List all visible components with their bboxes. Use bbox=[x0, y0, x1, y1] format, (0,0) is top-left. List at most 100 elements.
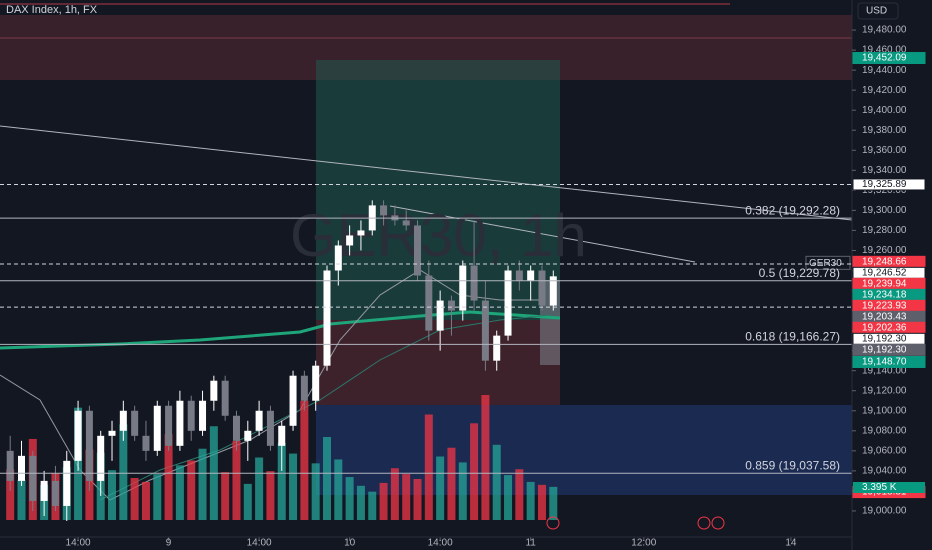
candle-body bbox=[40, 480, 48, 501]
volume-label: 3.395 K bbox=[862, 482, 897, 493]
y-tick-label: 19,480.00 bbox=[862, 25, 907, 36]
candle-body bbox=[493, 335, 501, 361]
volume-bar bbox=[481, 395, 490, 520]
y-tick-label: 19,380.00 bbox=[862, 125, 907, 136]
price-label: 19,325.89 bbox=[862, 179, 907, 190]
symbol-tag: GER30 bbox=[809, 258, 842, 269]
volume-bar bbox=[515, 469, 524, 520]
volume-bar bbox=[379, 482, 388, 520]
y-tick-label: 19,440.00 bbox=[862, 65, 907, 76]
price-label: 19,234.18 bbox=[862, 289, 907, 300]
candle-body bbox=[538, 270, 546, 306]
candle-body bbox=[447, 300, 455, 311]
y-tick-label: 19,120.00 bbox=[862, 385, 907, 396]
volume-bar bbox=[243, 483, 252, 520]
candle-body bbox=[187, 400, 195, 431]
candle-body bbox=[119, 410, 127, 431]
y-tick-label: 19,080.00 bbox=[862, 425, 907, 436]
volume-bar bbox=[413, 478, 422, 520]
moving-average bbox=[0, 269, 540, 501]
volume-bar bbox=[402, 474, 411, 520]
price-label: 19,192.30 bbox=[862, 333, 907, 344]
currency: USD bbox=[866, 6, 887, 17]
price-label-box bbox=[852, 355, 926, 368]
y-tick-label: 19,100.00 bbox=[862, 405, 907, 416]
y-tick-label: 19,420.00 bbox=[862, 85, 907, 96]
y-tick-label: 19,280.00 bbox=[862, 225, 907, 236]
volume-bar bbox=[492, 444, 501, 520]
plot: GER30 14:00 9 14:00 10 14:00 11 12:00 14 0.382 (1… bbox=[0, 183, 852, 549]
volume-bar bbox=[198, 448, 207, 520]
candle-body bbox=[414, 225, 422, 276]
watermark: GER30, 1h bbox=[290, 202, 587, 269]
candle-body bbox=[153, 405, 161, 451]
candle-body bbox=[436, 300, 444, 331]
price-label: 19,202.36 bbox=[862, 322, 907, 333]
y-tick-label: 19,400.00 bbox=[862, 105, 907, 116]
y-tick-label: 19,140.00 bbox=[862, 365, 907, 376]
volume-bar bbox=[119, 424, 128, 520]
event-icon[interactable] bbox=[697, 516, 711, 530]
volume-bar bbox=[277, 442, 286, 520]
candle-body bbox=[142, 435, 150, 451]
y-tick-label: 19,360.00 bbox=[862, 145, 907, 156]
x-tick-label: 14 bbox=[785, 538, 797, 549]
volume-bar bbox=[470, 423, 479, 520]
currency-box bbox=[857, 2, 899, 20]
volume-bar bbox=[221, 472, 230, 520]
candle-body bbox=[131, 410, 139, 436]
volume-bar bbox=[255, 457, 264, 520]
candle-body bbox=[199, 400, 207, 431]
x-tick-label: 11 bbox=[525, 538, 536, 549]
event-icon[interactable] bbox=[546, 516, 560, 530]
candle-body bbox=[300, 375, 308, 401]
price-label: 19,148.70 bbox=[862, 357, 907, 368]
candle-body bbox=[515, 270, 523, 281]
candle-body bbox=[97, 435, 105, 481]
fib-label: 0.618 (19,166.27) bbox=[745, 330, 840, 344]
volume-bar bbox=[232, 440, 241, 520]
price-label: 19,452.09 bbox=[862, 53, 907, 64]
candle-body bbox=[244, 430, 252, 441]
candle-body bbox=[289, 375, 297, 426]
candle-body bbox=[334, 245, 342, 271]
candle-body bbox=[210, 380, 218, 401]
x-tick-label: 14:00 bbox=[247, 538, 272, 549]
volume-bar bbox=[141, 481, 150, 520]
volume-bar bbox=[130, 478, 139, 520]
y-tick-label: 19,340.00 bbox=[862, 165, 907, 176]
candle-body bbox=[380, 205, 388, 216]
volume-bar bbox=[334, 459, 343, 520]
price-label-box bbox=[852, 52, 926, 65]
volume-bar bbox=[300, 400, 309, 520]
candle-body bbox=[357, 230, 365, 236]
candle-body bbox=[470, 265, 478, 301]
axis-layer: 19,000.0019,020.0019,040.0019,060.0019,0… bbox=[852, 25, 926, 517]
volume-bar bbox=[436, 456, 445, 520]
y-tick-label: 19,000.00 bbox=[862, 506, 907, 517]
candle-body bbox=[85, 410, 93, 481]
volume-bar bbox=[447, 447, 456, 520]
candle-body bbox=[278, 425, 286, 446]
price-label-box bbox=[852, 343, 926, 356]
volume-bar bbox=[6, 469, 15, 520]
price-label: 19,203.43 bbox=[862, 311, 907, 322]
price-label: 19,239.94 bbox=[862, 278, 907, 289]
fib-label: 0.5 (19,229.78) bbox=[759, 266, 840, 280]
candle-body bbox=[504, 270, 512, 336]
volume-bar bbox=[322, 436, 331, 520]
price-label: 19,246.52 bbox=[862, 267, 907, 278]
volume-bar bbox=[153, 474, 162, 520]
y-tick-label: 19,460.00 bbox=[862, 45, 907, 56]
volume-bar bbox=[424, 414, 433, 520]
volume-bar bbox=[549, 486, 558, 520]
trendline bbox=[389, 205, 696, 263]
x-tick-label: 14:00 bbox=[428, 538, 453, 549]
event-icon[interactable] bbox=[711, 516, 725, 530]
volume-bar bbox=[356, 485, 365, 520]
fib-label: 0.382 (19,292.28) bbox=[745, 203, 840, 217]
candle-body bbox=[63, 460, 71, 506]
candle-body bbox=[425, 275, 433, 331]
x-tick-label: 9 bbox=[166, 538, 172, 549]
candle-body bbox=[165, 405, 173, 446]
